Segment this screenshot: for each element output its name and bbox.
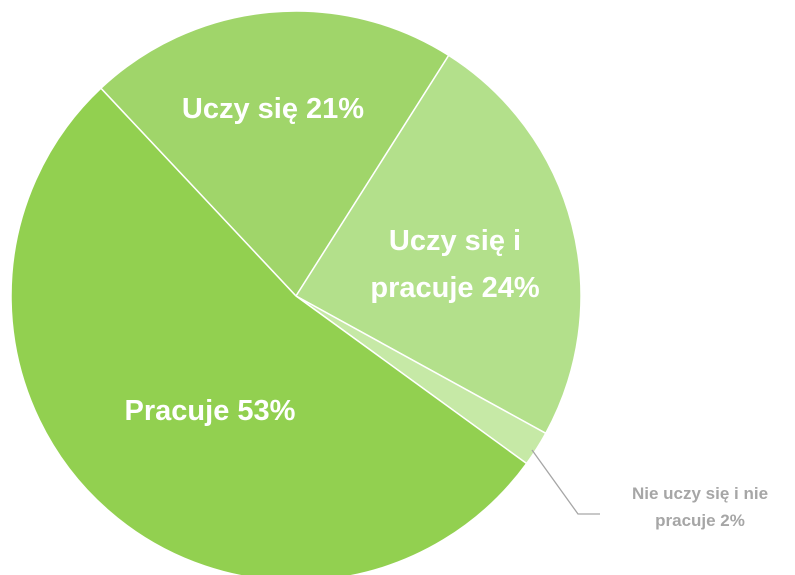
slice-label-line: pracuje 24% — [370, 272, 539, 304]
pie-slice — [294, 54, 582, 435]
slice-label: Uczy się i pracuje 24% — [370, 225, 539, 304]
pie-slice — [10, 87, 528, 575]
slice-label-line: pracuje 2% — [655, 511, 745, 530]
pie-slice — [99, 10, 450, 298]
slice-label: Pracuje 53% — [125, 395, 296, 427]
slice-label-line: Nie uczy się i nie — [632, 484, 768, 503]
slice-label: Uczy się 21% — [182, 93, 364, 125]
slice-label-line: Uczy się 21% — [182, 93, 364, 125]
slice-label-line: Pracuje 53% — [125, 395, 296, 427]
slice-label: Nie uczy się i nie pracuje 2% — [632, 484, 768, 530]
slice-label-line: Uczy się i — [389, 225, 521, 257]
leader-line — [531, 449, 600, 515]
